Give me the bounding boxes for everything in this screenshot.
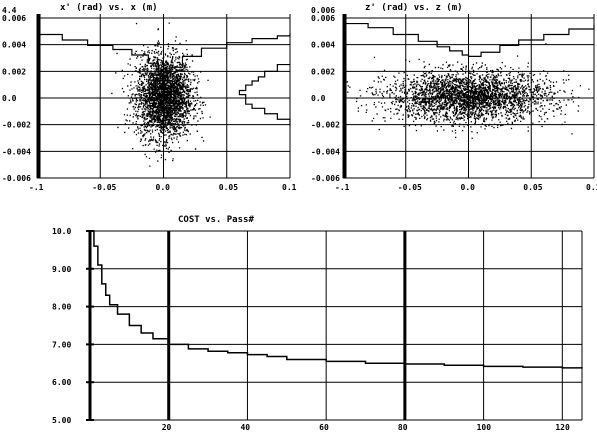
- y-tick-label: -0.002: [2, 121, 31, 130]
- y-tick-label: 6.00: [52, 378, 71, 387]
- y-tick-label: -0.006: [311, 174, 340, 183]
- chart-2: z' (rad) vs. z (m)-.1-0.050.00.050.10.00…: [311, 3, 597, 192]
- y-tick-label: 0.002: [2, 67, 26, 76]
- y-tick-label: -0.006: [2, 174, 31, 183]
- x-tick-label: 60: [319, 423, 329, 432]
- y-top-label: 4.4: [2, 6, 17, 15]
- y-profile-line: [238, 63, 291, 127]
- x-tick-label: 0.0: [461, 183, 476, 192]
- scatter-points: [111, 22, 211, 167]
- x-tick-label: -.1: [29, 183, 44, 192]
- x-tick-label: -0.05: [92, 183, 116, 192]
- x-tick-label: 20: [162, 423, 172, 432]
- y-tick-label: -0.004: [2, 147, 31, 156]
- x-tick-label: -0.05: [398, 183, 422, 192]
- y-tick-label: 0.0: [311, 94, 326, 103]
- y-tick-label: 0.002: [311, 67, 335, 76]
- x-profile-line: [37, 33, 291, 74]
- x-tick-label: 120: [555, 423, 570, 432]
- cost-line: [90, 230, 583, 369]
- chart-title: x' (rad) vs. x (m): [60, 3, 158, 13]
- y-tick-label: 0.0: [2, 94, 17, 103]
- y-tick-label: 7.00: [52, 340, 71, 349]
- y-tick-label: 0.004: [311, 41, 335, 50]
- chart-1: x' (rad) vs. x (m)-.1 -0.05 0.0 0.05 0.10.00…: [2, 3, 297, 192]
- y-top-label: 0.006: [311, 6, 335, 15]
- y-tick-label: -0.004: [311, 147, 340, 156]
- y-tick-label: 0.006: [311, 14, 335, 23]
- x-tick-label: 100: [477, 423, 492, 432]
- x-tick-label: -.1: [335, 183, 350, 192]
- y-tick-label: -0.002: [311, 121, 340, 130]
- x-tick-label: 0.0: [156, 183, 171, 192]
- y-tick-label: 9.00: [52, 265, 71, 274]
- x-tick-label: 0.1: [586, 183, 597, 192]
- x-tick-label: 0.05: [523, 183, 542, 192]
- x-tick-label: 40: [240, 423, 250, 432]
- x-profile-line: [343, 22, 595, 57]
- x-tick-label: 80: [398, 423, 408, 432]
- x-tick-label: 0.1: [282, 183, 297, 192]
- y-tick-label: 10.0: [52, 227, 71, 236]
- x-tick-label: 0.05: [219, 183, 238, 192]
- y-tick-label: 0.006: [2, 14, 26, 23]
- y-tick-label: 8.00: [52, 303, 71, 312]
- y-tick-label: 5.00: [52, 416, 71, 425]
- scatter-points: [343, 43, 590, 139]
- chart-title: z' (rad) vs. z (m): [365, 3, 463, 13]
- y-tick-label: 0.004: [2, 41, 26, 50]
- chart-3: COST vs. Pass# 20 40 60 80 100 120 10.0 9.00 8.00…: [52, 215, 583, 432]
- chart-title: COST vs. Pass#: [178, 215, 254, 225]
